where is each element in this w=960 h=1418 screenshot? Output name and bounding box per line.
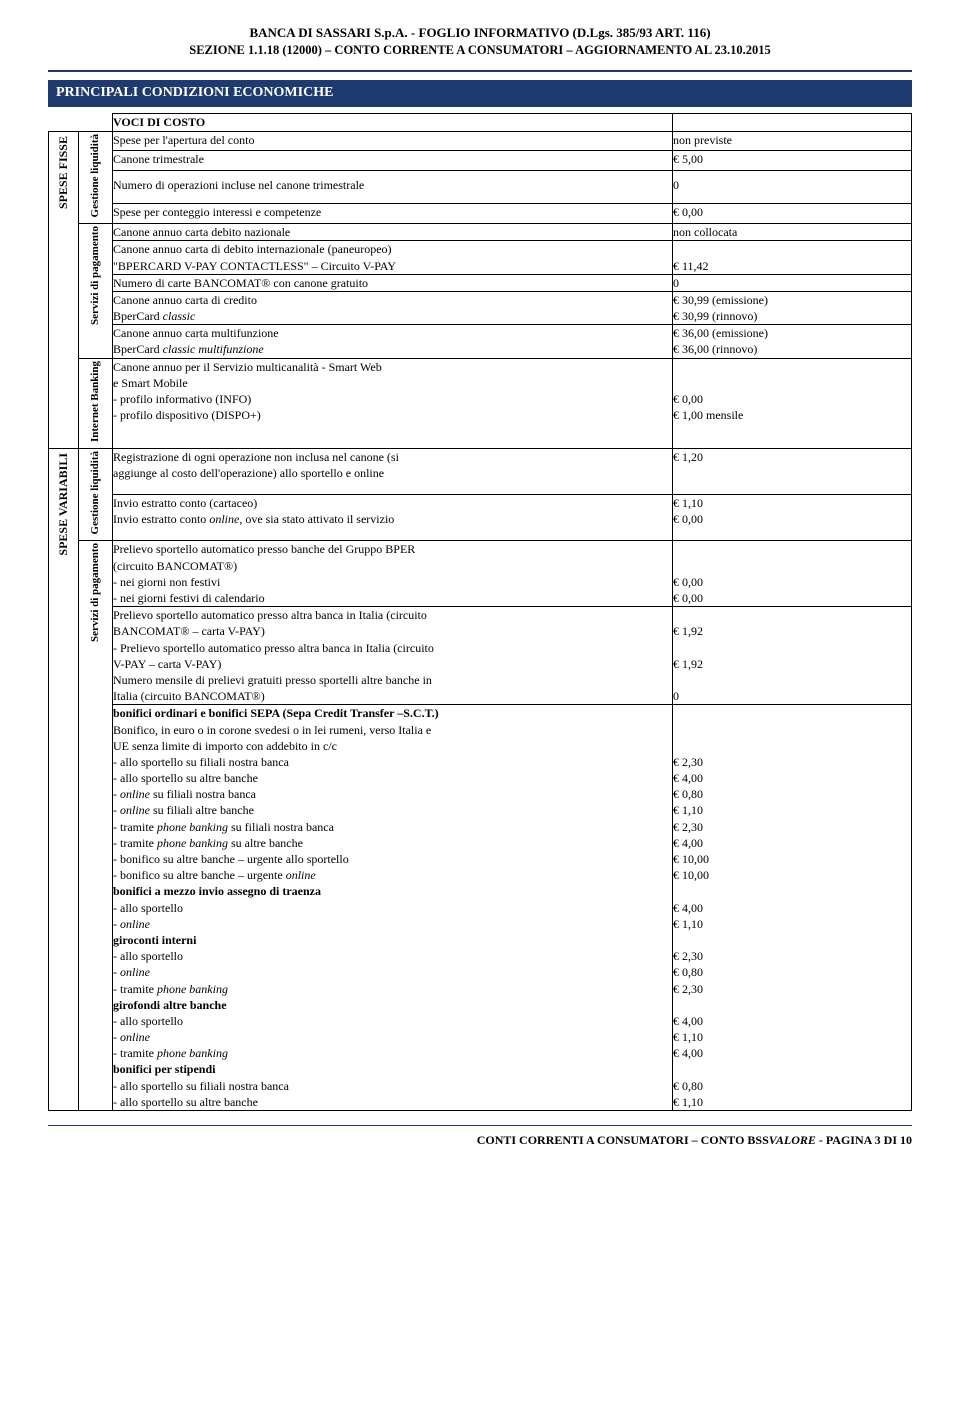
- sf-gl-1-val: € 5,00: [673, 151, 912, 171]
- row-sv-sp-b3: bonifici ordinari e bonifici SEPA (Sepa …: [49, 705, 912, 1111]
- sv-sp-b1-val: € 0,00 € 0,00: [673, 541, 912, 607]
- sub-gestione-liq-2: Gestione liquidità: [79, 448, 113, 541]
- row-sf-ib: Internet Banking Canone annuo per il Ser…: [49, 358, 912, 448]
- sf-gl-3-val: € 0,00: [673, 204, 912, 224]
- sub-internet-banking: Internet Banking: [79, 358, 113, 448]
- sv-sp-b2-val: € 1,92 € 1,92 0: [673, 607, 912, 705]
- row-sf-sp-4: Canone annuo carta multifunzione BperCar…: [49, 325, 912, 358]
- sf-gl-0-val: non previste: [673, 131, 912, 151]
- sf-sp-1-val: € 11,42: [673, 241, 912, 274]
- sv-sp-b3-desc: bonifici ordinari e bonifici SEPA (Sepa …: [113, 705, 673, 1111]
- sf-sp-4-val: € 36,00 (emissione) € 36,00 (rinnovo): [673, 325, 912, 358]
- sf-gl-0-desc: Spese per l'apertura del conto: [113, 131, 673, 151]
- sf-gl-2-desc: Numero di operazioni incluse nel canone …: [113, 170, 673, 203]
- row-sf-sp-3: Canone annuo carta di credito BperCard c…: [49, 291, 912, 324]
- sv-sp-b1-desc: Prelievo sportello automatico presso ban…: [113, 541, 673, 607]
- cat-spese-variabili: SPESE VARIABILI: [49, 448, 79, 1110]
- row-sf-gl-1: Canone trimestrale € 5,00: [49, 151, 912, 171]
- sf-sp-0-desc: Canone annuo carta debito nazionale: [113, 224, 673, 241]
- row-sf-gl-3: Spese per conteggio interessi e competen…: [49, 204, 912, 224]
- cat-spese-fisse: SPESE FISSE: [49, 131, 79, 448]
- sf-sp-3-val: € 30,99 (emissione) € 30,99 (rinnovo): [673, 291, 912, 324]
- sub-servizi-pag-1: Servizi di pagamento: [79, 224, 113, 359]
- sf-sp-3-desc: Canone annuo carta di credito BperCard c…: [113, 291, 673, 324]
- row-sv-gl-1: Invio estratto conto (cartaceo) Invio es…: [49, 495, 912, 541]
- row-sf-sp-1: Canone annuo carta di debito internazion…: [49, 241, 912, 274]
- sv-gl-1-desc: Invio estratto conto (cartaceo) Invio es…: [113, 495, 673, 541]
- sf-gl-1-desc: Canone trimestrale: [113, 151, 673, 171]
- page-footer: CONTI CORRENTI A CONSUMATORI – CONTO BSS…: [48, 1132, 912, 1148]
- section-title: PRINCIPALI CONDIZIONI ECONOMICHE: [48, 80, 912, 107]
- row-sv-sp-b2: Prelievo sportello automatico presso alt…: [49, 607, 912, 705]
- sub-servizi-pag-2: Servizi di pagamento: [79, 541, 113, 1111]
- row-sf-gl-0: SPESE FISSE Gestione liquidità Spese per…: [49, 131, 912, 151]
- sf-ib-val: € 0,00 € 1,00 mensile: [673, 358, 912, 448]
- header-line1: BANCA DI SASSARI S.p.A. - FOGLIO INFORMA…: [48, 24, 912, 42]
- sf-sp-1-desc: Canone annuo carta di debito internazion…: [113, 241, 673, 274]
- sf-ib-desc: Canone annuo per il Servizio multicanali…: [113, 358, 673, 448]
- row-sf-sp-0: Servizi di pagamento Canone annuo carta …: [49, 224, 912, 241]
- sf-sp-4-desc: Canone annuo carta multifunzione BperCar…: [113, 325, 673, 358]
- voci-val: [673, 114, 912, 131]
- voci-label: VOCI DI COSTO: [113, 114, 673, 131]
- header-line2: SEZIONE 1.1.18 (12000) – CONTO CORRENTE …: [48, 42, 912, 59]
- footer-rule: [48, 1125, 912, 1126]
- doc-header: BANCA DI SASSARI S.p.A. - FOGLIO INFORMA…: [48, 24, 912, 58]
- row-sf-sp-2: Numero di carte BANCOMAT® con canone gra…: [49, 274, 912, 291]
- main-table: VOCI DI COSTO SPESE FISSE Gestione liqui…: [48, 113, 912, 1111]
- sv-sp-b2-desc: Prelievo sportello automatico presso alt…: [113, 607, 673, 705]
- sf-sp-0-val: non collocata: [673, 224, 912, 241]
- sv-gl-1-val: € 1,10 € 0,00: [673, 495, 912, 541]
- sv-gl-0-desc: Registrazione di ogni operazione non inc…: [113, 448, 673, 494]
- sv-sp-b3-val: € 2,30 € 4,00 € 0,80 € 1,10 € 2,30 € 4,0…: [673, 705, 912, 1111]
- sub-gestione-liq-1: Gestione liquidità: [79, 131, 113, 224]
- row-sv-gl-0: SPESE VARIABILI Gestione liquidità Regis…: [49, 448, 912, 494]
- sv-gl-0-val: € 1,20: [673, 448, 912, 494]
- row-sf-gl-2: Numero di operazioni incluse nel canone …: [49, 170, 912, 203]
- sf-gl-3-desc: Spese per conteggio interessi e competen…: [113, 204, 673, 224]
- header-rule: [48, 70, 912, 72]
- sf-sp-2-desc: Numero di carte BANCOMAT® con canone gra…: [113, 274, 673, 291]
- row-sv-sp-b1: Servizi di pagamento Prelievo sportello …: [49, 541, 912, 607]
- sf-sp-2-val: 0: [673, 274, 912, 291]
- sf-gl-2-val: 0: [673, 170, 912, 203]
- row-voci-header: VOCI DI COSTO: [49, 114, 912, 131]
